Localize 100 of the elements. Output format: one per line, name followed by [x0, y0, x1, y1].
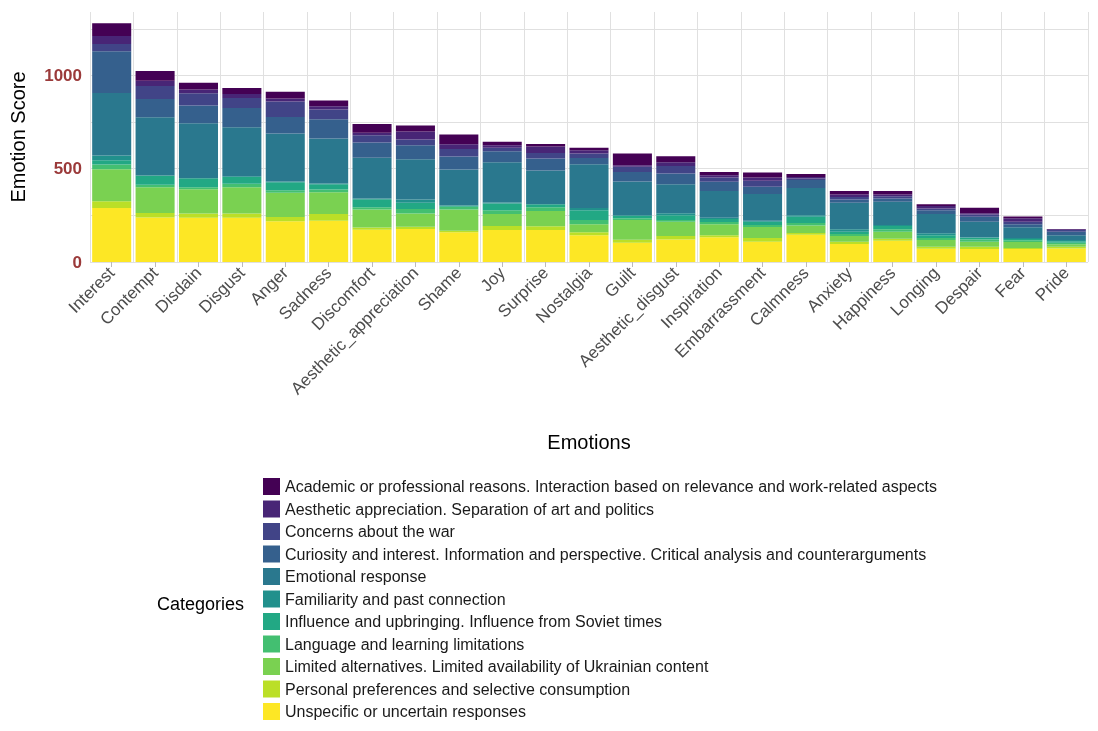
- bar: [743, 227, 783, 239]
- bar: [699, 237, 739, 262]
- bar: [309, 220, 349, 262]
- bar: [482, 145, 522, 148]
- bar: [135, 187, 175, 214]
- bar: [569, 164, 609, 209]
- bar: [309, 189, 349, 193]
- bar: [1003, 227, 1043, 239]
- bar: [178, 187, 218, 190]
- bar: [829, 244, 869, 262]
- bar: [569, 232, 609, 236]
- bar: [786, 216, 826, 224]
- bar: [92, 160, 132, 165]
- bar: [395, 213, 435, 227]
- legend-label: Personal preferences and selective consumption: [285, 680, 631, 698]
- bar: [743, 238, 783, 242]
- bar: [699, 175, 739, 178]
- bar: [482, 230, 522, 262]
- bar: [178, 189, 218, 214]
- bar: [265, 133, 305, 182]
- bar: [352, 207, 392, 210]
- bar: [395, 131, 435, 140]
- bar: [178, 82, 218, 90]
- bar: [222, 108, 262, 128]
- bar: [135, 213, 175, 218]
- legend-title: Categories: [157, 594, 245, 614]
- bar: [656, 184, 696, 214]
- bar: [439, 156, 479, 170]
- bar: [656, 239, 696, 262]
- bar: [352, 229, 392, 262]
- bar: [526, 204, 566, 208]
- bar: [135, 117, 175, 176]
- bar: [395, 145, 435, 160]
- x-axis-title: Emotions: [547, 431, 631, 453]
- bar: [178, 93, 218, 106]
- bar: [265, 217, 305, 222]
- bar: [92, 201, 132, 209]
- bar: [612, 239, 652, 243]
- bar: [352, 135, 392, 143]
- bar: [612, 166, 652, 172]
- legend-label: Unspecific or uncertain responses: [285, 703, 527, 720]
- bar: [612, 171, 652, 182]
- bar: [265, 192, 305, 218]
- bar: [612, 220, 652, 240]
- bar: [873, 240, 913, 262]
- bar: [352, 157, 392, 199]
- bar: [135, 98, 175, 118]
- bar: [309, 138, 349, 184]
- bar: [395, 226, 435, 229]
- bar: [743, 186, 783, 194]
- bar: [656, 165, 696, 174]
- bar: [265, 98, 305, 102]
- bar: [656, 221, 696, 237]
- bar: [829, 236, 869, 242]
- bar: [309, 192, 349, 215]
- bar: [743, 177, 783, 181]
- legend-label: Limited alternatives. Limited availability of Ukrainian content: [285, 658, 709, 675]
- bar: [309, 109, 349, 120]
- bar: [960, 248, 1000, 262]
- bar: [482, 162, 522, 203]
- bar: [135, 175, 175, 185]
- legend-label: Influence and upbringing. Influence from Soviet times: [285, 613, 663, 630]
- bar: [265, 117, 305, 134]
- bar: [786, 180, 826, 188]
- bar: [656, 162, 696, 166]
- bar: [352, 142, 392, 158]
- legend-label: Concerns about the war: [285, 523, 456, 540]
- bar: [178, 105, 218, 124]
- bar: [352, 199, 392, 208]
- bar: [135, 80, 175, 86]
- bar: [526, 146, 566, 154]
- bar: [699, 224, 739, 236]
- bar: [222, 187, 262, 214]
- bar: [135, 70, 175, 81]
- bar: [222, 93, 262, 99]
- bar: [916, 239, 956, 247]
- bar: [92, 44, 132, 52]
- bar: [92, 92, 132, 156]
- bar: [699, 190, 739, 218]
- bar: [916, 248, 956, 262]
- bar: [656, 215, 696, 221]
- bar: [569, 210, 609, 221]
- bar: [786, 187, 826, 216]
- bar: [352, 123, 392, 133]
- bar: [395, 228, 435, 262]
- bar: [569, 235, 609, 262]
- bar: [439, 232, 479, 262]
- bar: [92, 51, 132, 93]
- bar: [569, 157, 609, 165]
- bar: [612, 181, 652, 216]
- bar: [178, 213, 218, 218]
- bar: [92, 36, 132, 45]
- bar: [1003, 242, 1043, 249]
- bar: [916, 246, 956, 249]
- bar: [265, 182, 305, 191]
- bar: [439, 144, 479, 149]
- bar: [222, 213, 262, 218]
- bar: [743, 225, 783, 228]
- bar: [699, 235, 739, 238]
- y-tick-label: 0: [72, 252, 82, 272]
